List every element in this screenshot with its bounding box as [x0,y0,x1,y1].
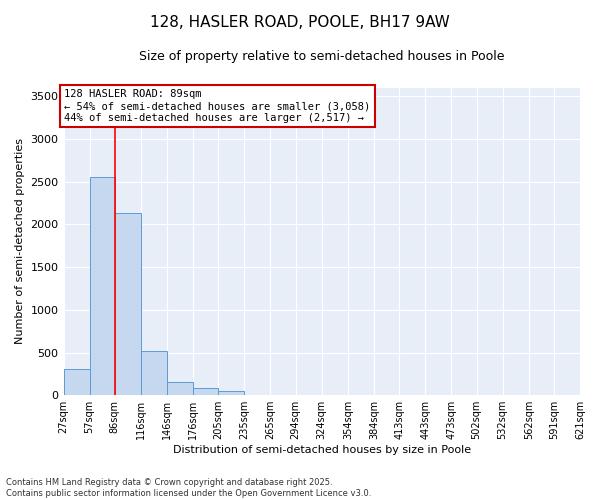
Bar [141,351,167,395]
Bar [89,178,115,395]
Bar [167,382,193,395]
Y-axis label: Number of semi-detached properties: Number of semi-detached properties [15,138,25,344]
X-axis label: Distribution of semi-detached houses by size in Poole: Distribution of semi-detached houses by … [173,445,471,455]
Text: Contains HM Land Registry data © Crown copyright and database right 2025.
Contai: Contains HM Land Registry data © Crown c… [6,478,371,498]
Bar [218,391,244,395]
Bar [115,214,141,395]
Bar [193,388,218,395]
Bar [64,368,89,395]
Text: 128 HASLER ROAD: 89sqm
← 54% of semi-detached houses are smaller (3,058)
44% of : 128 HASLER ROAD: 89sqm ← 54% of semi-det… [64,90,371,122]
Text: 128, HASLER ROAD, POOLE, BH17 9AW: 128, HASLER ROAD, POOLE, BH17 9AW [150,15,450,30]
Title: Size of property relative to semi-detached houses in Poole: Size of property relative to semi-detach… [139,50,505,63]
